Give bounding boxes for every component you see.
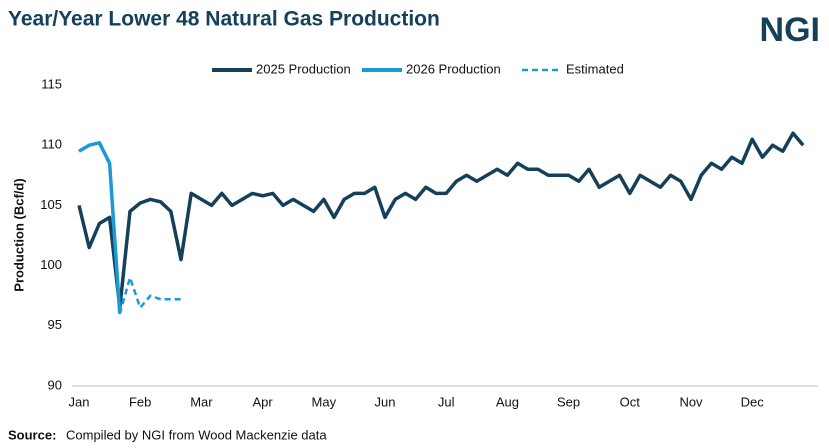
x-tick-label: Jan: [69, 394, 90, 409]
source: Compiled by NGI from Wood Mackenzie data: [66, 427, 327, 442]
x-tick-label: May: [312, 394, 337, 409]
source-label: Source:: [8, 427, 56, 442]
y-tick-label: 95: [48, 317, 62, 332]
x-tick-label: Sep: [557, 394, 580, 409]
x-tick-label: Oct: [620, 394, 641, 409]
y-axis-label: Production (Bcf/d): [11, 178, 26, 291]
y-tick-label: 100: [40, 257, 62, 272]
x-tick-label: Jun: [375, 394, 396, 409]
y-tick-label: 90: [48, 377, 62, 392]
x-tick-label: Apr: [252, 394, 273, 409]
x-tick-label: Mar: [190, 394, 213, 409]
y-tick-label: 115: [41, 76, 62, 91]
series-line: [78, 141, 122, 314]
series-line: [118, 276, 181, 315]
x-tick-label: Aug: [496, 394, 519, 409]
y-tick-label: 110: [41, 137, 62, 152]
y-tick-label: 105: [40, 197, 62, 212]
chart-title: Year/Year Lower 48 Natural Gas Productio…: [8, 8, 440, 31]
legend-label: Estimated: [566, 61, 624, 76]
legend-label: 2026 Production: [406, 61, 501, 76]
logo: NGI: [760, 11, 820, 49]
x-tick-label: Jul: [438, 394, 455, 409]
x-tick-label: Feb: [129, 394, 151, 409]
series-line: [77, 131, 805, 310]
legend-label: 2025 Production: [256, 61, 351, 76]
x-tick-label: Nov: [679, 394, 703, 409]
x-tick-label: Dec: [741, 394, 765, 409]
